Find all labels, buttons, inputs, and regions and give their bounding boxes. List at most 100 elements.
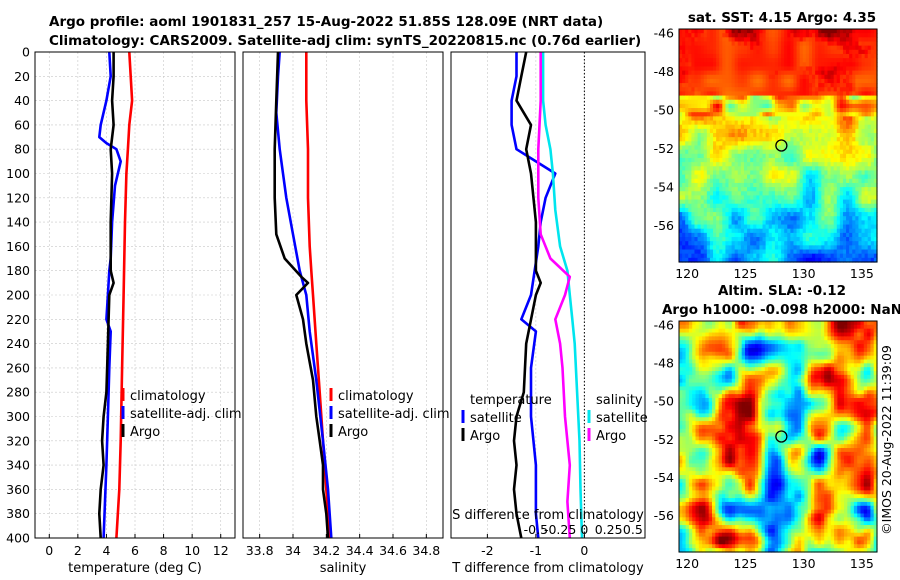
map-cell: [734, 99, 739, 105]
map-cell: [842, 91, 847, 97]
map-cell: [756, 29, 761, 34]
map-cell: [870, 245, 875, 251]
map-cell: [824, 367, 829, 372]
map-cell: [833, 99, 838, 105]
map-cell: [721, 394, 726, 399]
map-cell: [765, 245, 770, 251]
map-cell: [787, 390, 792, 395]
map-cell: [762, 157, 767, 163]
map-cell: [857, 340, 862, 345]
map-cell: [799, 120, 804, 126]
map-cell: [771, 128, 776, 134]
map-cell: [734, 212, 739, 217]
map-cell: [735, 363, 739, 368]
map-cell: [738, 332, 743, 337]
map-cell: [715, 351, 720, 357]
map-cell: [781, 37, 785, 43]
map-cell: [751, 371, 756, 376]
map-cell: [867, 241, 872, 246]
map-cell: [759, 157, 764, 163]
map-cell: [812, 257, 816, 263]
map-cell: [820, 390, 825, 395]
map-cell: [695, 398, 700, 403]
map-cell: [842, 224, 847, 230]
map-cell: [873, 41, 878, 47]
map-cell: [719, 33, 723, 38]
map-cell: [830, 398, 835, 403]
map-cell: [796, 203, 801, 209]
map-cell: [784, 390, 789, 395]
map-cell: [827, 332, 832, 337]
map-cell: [722, 128, 726, 134]
map-cell: [735, 367, 739, 372]
map-cell: [805, 249, 810, 255]
map-cell: [791, 367, 796, 372]
map-cell: [864, 41, 869, 47]
map-cell: [846, 99, 850, 105]
map-cell: [756, 141, 761, 147]
map-cell: [688, 87, 692, 93]
map-cell: [830, 374, 835, 380]
map-cell: [694, 182, 699, 188]
map-cell: [864, 95, 869, 101]
map-cell: [824, 149, 829, 155]
map-cell: [719, 133, 723, 138]
map-cell: [842, 199, 847, 205]
map-cell: [839, 37, 844, 43]
map-cell: [821, 153, 825, 159]
map-cell: [682, 45, 686, 51]
map-cell: [705, 394, 710, 399]
map-cell: [774, 29, 779, 34]
map-cell: [765, 49, 770, 55]
map-cell: [839, 203, 844, 209]
map-y-tick: -56: [654, 218, 674, 233]
map-cell: [697, 53, 702, 59]
map-cell: [737, 137, 742, 142]
map-cell: [753, 128, 757, 134]
map-cell: [793, 220, 798, 226]
map-cell: [706, 170, 711, 176]
map-cell: [740, 166, 745, 172]
map-cell: [790, 207, 795, 213]
map-cell: [743, 120, 748, 126]
map-cell: [827, 41, 832, 47]
map-cell: [688, 33, 692, 38]
map-cell: [709, 145, 714, 151]
map-cell: [790, 153, 795, 159]
map-cell: [713, 133, 717, 138]
map-cell: [765, 45, 770, 51]
map-cell: [754, 321, 759, 326]
map-cell: [796, 166, 801, 172]
map-cell: [849, 249, 853, 255]
map-cell: [703, 66, 708, 72]
map-cell: [765, 53, 770, 59]
map-cell: [737, 191, 742, 197]
map-cell: [833, 53, 838, 59]
map-cell: [858, 120, 863, 126]
map-cell: [703, 166, 708, 172]
map-cell: [706, 249, 711, 255]
map-cell: [719, 62, 723, 68]
map-cell: [705, 371, 710, 376]
map-cell: [722, 166, 726, 172]
map-cell: [703, 37, 708, 43]
map-cell: [703, 41, 708, 47]
map-cell: [802, 87, 807, 93]
map-cell: [847, 347, 852, 353]
map-cell: [691, 207, 696, 213]
map-cell: [768, 340, 772, 345]
map-cell: [753, 182, 757, 188]
map-cell: [737, 187, 742, 192]
map-cell: [830, 112, 835, 117]
map-cell: [694, 212, 699, 217]
map-cell: [846, 45, 850, 51]
map-cell: [750, 149, 754, 155]
map-cell: [802, 141, 807, 147]
map-cell: [774, 245, 779, 251]
map-cell: [737, 133, 742, 138]
map-cell: [870, 378, 875, 384]
map-cell: [873, 216, 878, 221]
map-cell: [867, 45, 872, 51]
map-cell: [694, 66, 699, 72]
map-cell: [814, 355, 819, 361]
